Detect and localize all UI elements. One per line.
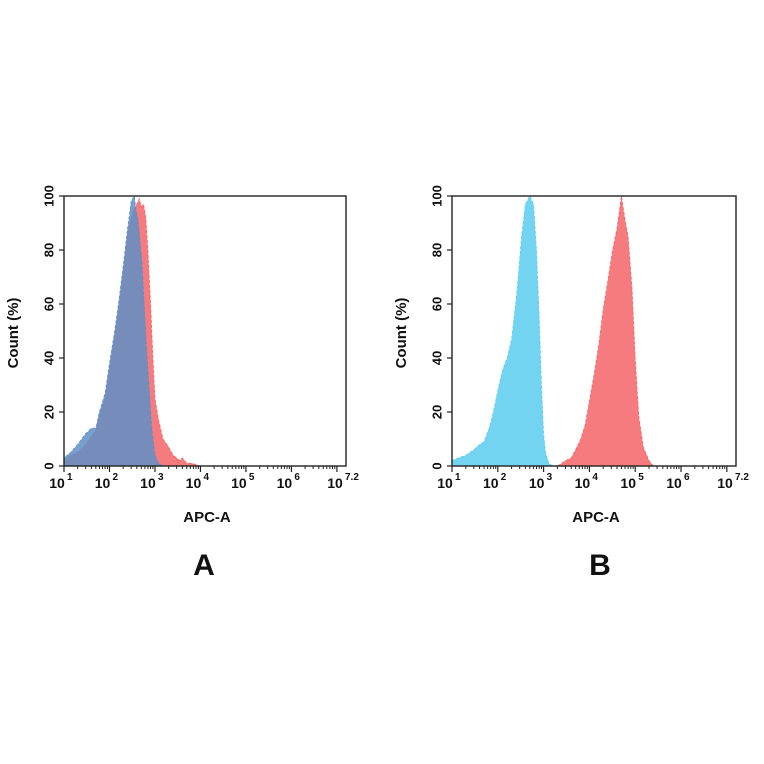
x-axis-title: APC-A [572, 509, 620, 526]
x-tick-label: 10 [186, 475, 202, 491]
plot-frame [451, 195, 737, 467]
x-tick-exponent: 3 [158, 472, 164, 483]
y-tick-label: 100 [41, 185, 56, 207]
x-tick-exponent: 7.2 [345, 472, 359, 483]
x-tick-label: 10 [575, 475, 591, 491]
x-tick-label: 10 [437, 475, 453, 491]
x-tick-exponent: 4 [203, 472, 209, 483]
x-tick-label: 10 [666, 475, 682, 491]
x-axis-title: APC-A [183, 509, 231, 526]
y-tick-label: 40 [429, 351, 444, 365]
x-tick-exponent: 6 [684, 472, 690, 483]
y-tick-label: 60 [429, 297, 444, 311]
x-tick-label: 10 [95, 475, 111, 491]
y-tick-label: 60 [41, 297, 56, 311]
panel-label: A [193, 549, 215, 582]
histogram-series-2 [63, 194, 165, 467]
x-tick-label: 10 [327, 475, 343, 491]
x-tick-label: 10 [529, 475, 545, 491]
x-tick-label: 10 [620, 475, 636, 491]
x-tick-exponent: 5 [249, 472, 255, 483]
y-tick-label: 20 [41, 405, 56, 419]
x-tick-label: 10 [49, 475, 65, 491]
y-tick-label: 0 [429, 462, 444, 469]
y-axis-title: Count (%) [5, 298, 22, 369]
x-tick-exponent: 3 [547, 472, 553, 483]
x-tick-label: 10 [140, 475, 156, 491]
y-tick-label: 80 [41, 243, 56, 257]
y-tick-label: 0 [41, 462, 56, 469]
x-tick-label: 10 [277, 475, 293, 491]
y-tick-label: 40 [41, 351, 56, 365]
x-tick-exponent: 7.2 [735, 472, 749, 483]
y-axis-title: Count (%) [393, 298, 410, 369]
histogram-series-2 [555, 195, 655, 467]
x-tick-label: 10 [717, 475, 733, 491]
x-tick-exponent: 5 [638, 472, 644, 483]
x-tick-label: 10 [231, 475, 247, 491]
y-tick-label: 20 [429, 405, 444, 419]
y-tick-label: 80 [429, 243, 444, 257]
x-tick-exponent: 2 [112, 472, 118, 483]
x-tick-exponent: 2 [501, 472, 507, 483]
x-tick-exponent: 6 [294, 472, 300, 483]
x-tick-exponent: 1 [67, 472, 73, 483]
y-tick-label: 100 [429, 185, 444, 207]
x-tick-exponent: 4 [592, 472, 598, 483]
panel-label: B [589, 549, 611, 582]
x-tick-label: 10 [483, 475, 499, 491]
x-tick-exponent: 1 [455, 472, 461, 483]
histogram-series-1 [451, 195, 555, 467]
plot-frame [63, 195, 347, 467]
